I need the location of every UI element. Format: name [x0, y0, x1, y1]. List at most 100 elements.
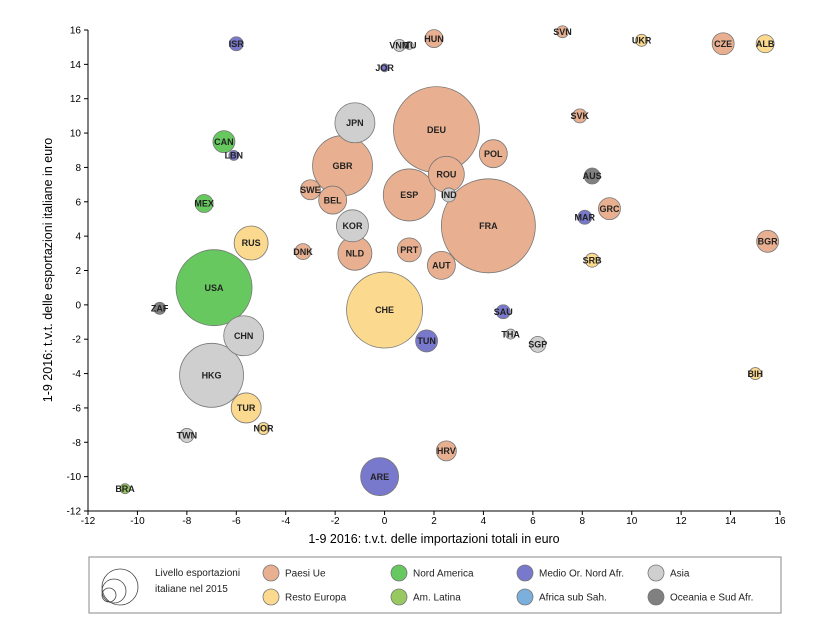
x-tick-label: -6 — [232, 516, 241, 527]
size-legend-line: Livello esportazioni — [155, 568, 240, 579]
y-tick-label: 12 — [70, 94, 82, 105]
bubble-label-srb: SRB — [583, 255, 603, 265]
legend-label-mena: Medio Or. Nord Afr. — [539, 569, 624, 580]
bubble-label-rus: RUS — [242, 238, 261, 248]
bubble-svk — [572, 108, 588, 124]
y-tick-label: -2 — [72, 335, 81, 346]
plot-area: -12 -10 -8 -6 -4 -2 0 2 4 6 8 10 12 14 16 -12 -10 -8 -6 -4… — [67, 25, 786, 527]
legend-swatch-mena — [516, 564, 534, 582]
legend-label-re: Resto Europa — [285, 593, 347, 604]
bubble-jor — [380, 63, 389, 73]
bubble-ukr — [635, 33, 648, 47]
y-tick-label: -4 — [72, 369, 81, 380]
legend-swatch-oc — [647, 588, 665, 606]
bubble-mex — [194, 194, 214, 213]
bubble-prt — [396, 237, 422, 263]
bubble-label-sau: SAU — [494, 307, 513, 317]
bubble-jpn — [334, 102, 376, 144]
y-axis-label: 1-9 2016: t.v.t. delle esportazioni ital… — [41, 138, 55, 403]
x-tick-label: -4 — [281, 516, 290, 527]
x-tick-label: 0 — [382, 516, 388, 527]
bubble-bih — [748, 367, 762, 380]
bubble-bra — [119, 483, 131, 495]
y-tick-label: 16 — [70, 26, 82, 37]
legend-swatch-re — [262, 588, 280, 606]
bubble-chn — [223, 315, 265, 357]
bubble-label-aus: AUS — [583, 171, 602, 181]
bubble-label-bih: BIH — [748, 369, 764, 379]
bubble-itu — [404, 41, 414, 50]
bubble-alb — [755, 34, 775, 54]
legend-swatch-ue — [262, 564, 280, 582]
bubble-label-gbr: GBR — [333, 161, 354, 171]
bubble-cze — [711, 32, 735, 56]
legend-label-asia: Asia — [670, 569, 690, 580]
x-tick-label: 8 — [580, 516, 586, 527]
bubble-label-tha: THA — [501, 329, 520, 339]
bubble-aus — [583, 167, 601, 185]
bubble-label-chn: CHN — [234, 331, 254, 341]
bubble-label-ukr: UKR — [632, 36, 652, 46]
bubble-label-esp: ESP — [400, 190, 418, 200]
bubble-lbn — [228, 150, 240, 161]
bubble-tun — [415, 329, 438, 353]
size-legend-circle-large — [101, 568, 139, 606]
bubble-nor — [257, 422, 270, 435]
bubble-isr — [228, 36, 244, 52]
bubble-label-svn: SVN — [553, 27, 572, 37]
bubble-label-are: ARE — [370, 472, 389, 482]
bubble-label-jor: JOR — [375, 63, 394, 73]
bubble-label-bgr: BGR — [758, 236, 779, 246]
bubble-label-tur: TUR — [237, 403, 256, 413]
bubble-label-bra: BRA — [115, 484, 135, 494]
bubble-label-rou: ROU — [436, 170, 456, 180]
y-tick-label: 0 — [75, 300, 81, 311]
y-tick-label: 8 — [75, 163, 81, 174]
bubble-svn — [556, 25, 569, 39]
bubble-label-mex: MEX — [194, 199, 214, 209]
bubble-grc — [598, 197, 621, 221]
y-tick-label: 4 — [75, 232, 81, 243]
y-tick-label: 14 — [70, 60, 82, 71]
bubble-label-twn: TWN — [177, 431, 198, 441]
bubble-label-lbn: LBN — [225, 151, 244, 161]
x-tick-label: -10 — [130, 516, 145, 527]
bubble-label-cze: CZE — [714, 39, 732, 49]
bubble-label-mar: MAR — [575, 212, 596, 222]
bubble-label-isr: ISR — [229, 39, 245, 49]
bubble-label-nld: NLD — [346, 249, 365, 259]
x-axis-ticks: -12 -10 -8 -6 -4 -2 0 2 4 6 8 10 12 14 16 — [81, 511, 786, 527]
bubble-label-swe: SWE — [300, 185, 321, 195]
bubble-dnk — [294, 243, 312, 261]
legend-swatch-asia — [647, 564, 665, 582]
bubble-label-hun: HUN — [424, 34, 444, 44]
legend-label-ssa: Africa sub Sah. — [539, 593, 607, 604]
legend-label-ue: Paesi Ue — [285, 569, 326, 580]
bubble-aut — [427, 250, 456, 280]
y-tick-label: -10 — [67, 472, 82, 483]
y-axis-ticks: -12 -10 -8 -6 -4 -2 0 2 4 6 8 10 12 14 16 — [67, 26, 88, 518]
bubble-zaf — [153, 301, 167, 315]
bubble-tha — [505, 328, 517, 340]
bubble-label-nor: NOR — [253, 424, 274, 434]
bubble-label-itu: ITU — [402, 41, 417, 51]
x-tick-label: 14 — [725, 516, 737, 527]
bubble-ind — [441, 187, 457, 203]
x-axis-label: 1-9 2016: t.v.t. delle importazioni tota… — [308, 532, 559, 546]
bubble-are — [360, 457, 400, 497]
bubble-label-alb: ALB — [756, 39, 775, 49]
bubble-label-deu: DEU — [427, 125, 446, 135]
bubble-fra — [440, 178, 536, 274]
bubble-swe — [300, 179, 321, 201]
legend-box — [88, 556, 782, 614]
bubble-label-aut: AUT — [432, 261, 451, 271]
bubble-label-can: CAN — [214, 137, 234, 147]
bubble-twn — [179, 428, 195, 443]
bubble-tur — [230, 392, 262, 424]
bubble-label-tun: TUN — [417, 336, 436, 346]
size-legend-label: Livello esportazioni italiane nel 2015 — [155, 568, 240, 595]
bubble-label-zaf: ZAF — [151, 303, 169, 313]
x-tick-label: -8 — [182, 516, 191, 527]
bubble-label-jpn: JPN — [346, 118, 364, 128]
